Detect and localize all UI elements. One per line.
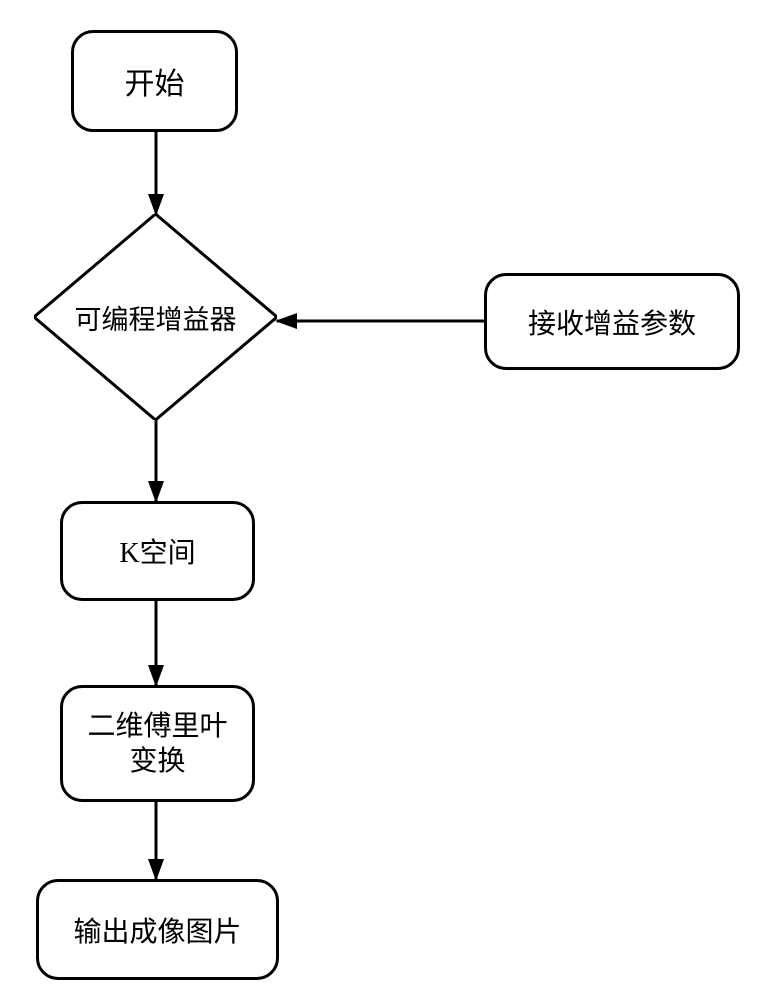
- flow-node-label: 可编程增益器: [75, 298, 237, 337]
- flow-node-label: 二维傅里叶 变换: [87, 709, 227, 779]
- flow-node-label: K空间: [119, 531, 195, 571]
- flow-node-label: 接收增益参数: [528, 302, 696, 342]
- flow-node-label: 输出成像图片: [73, 910, 241, 950]
- flow-node-fft: 二维傅里叶 变换: [60, 685, 255, 802]
- flow-node-gain: 接收增益参数: [484, 273, 740, 370]
- flow-node-kspace: K空间: [60, 501, 255, 601]
- flow-node-pga-label-wrap: 可编程增益器: [34, 214, 277, 420]
- flow-node-start: 开始: [71, 30, 238, 132]
- flow-edges: [0, 0, 777, 1000]
- flow-node-output: 输出成像图片: [36, 879, 279, 980]
- flow-node-label: 开始: [125, 59, 185, 103]
